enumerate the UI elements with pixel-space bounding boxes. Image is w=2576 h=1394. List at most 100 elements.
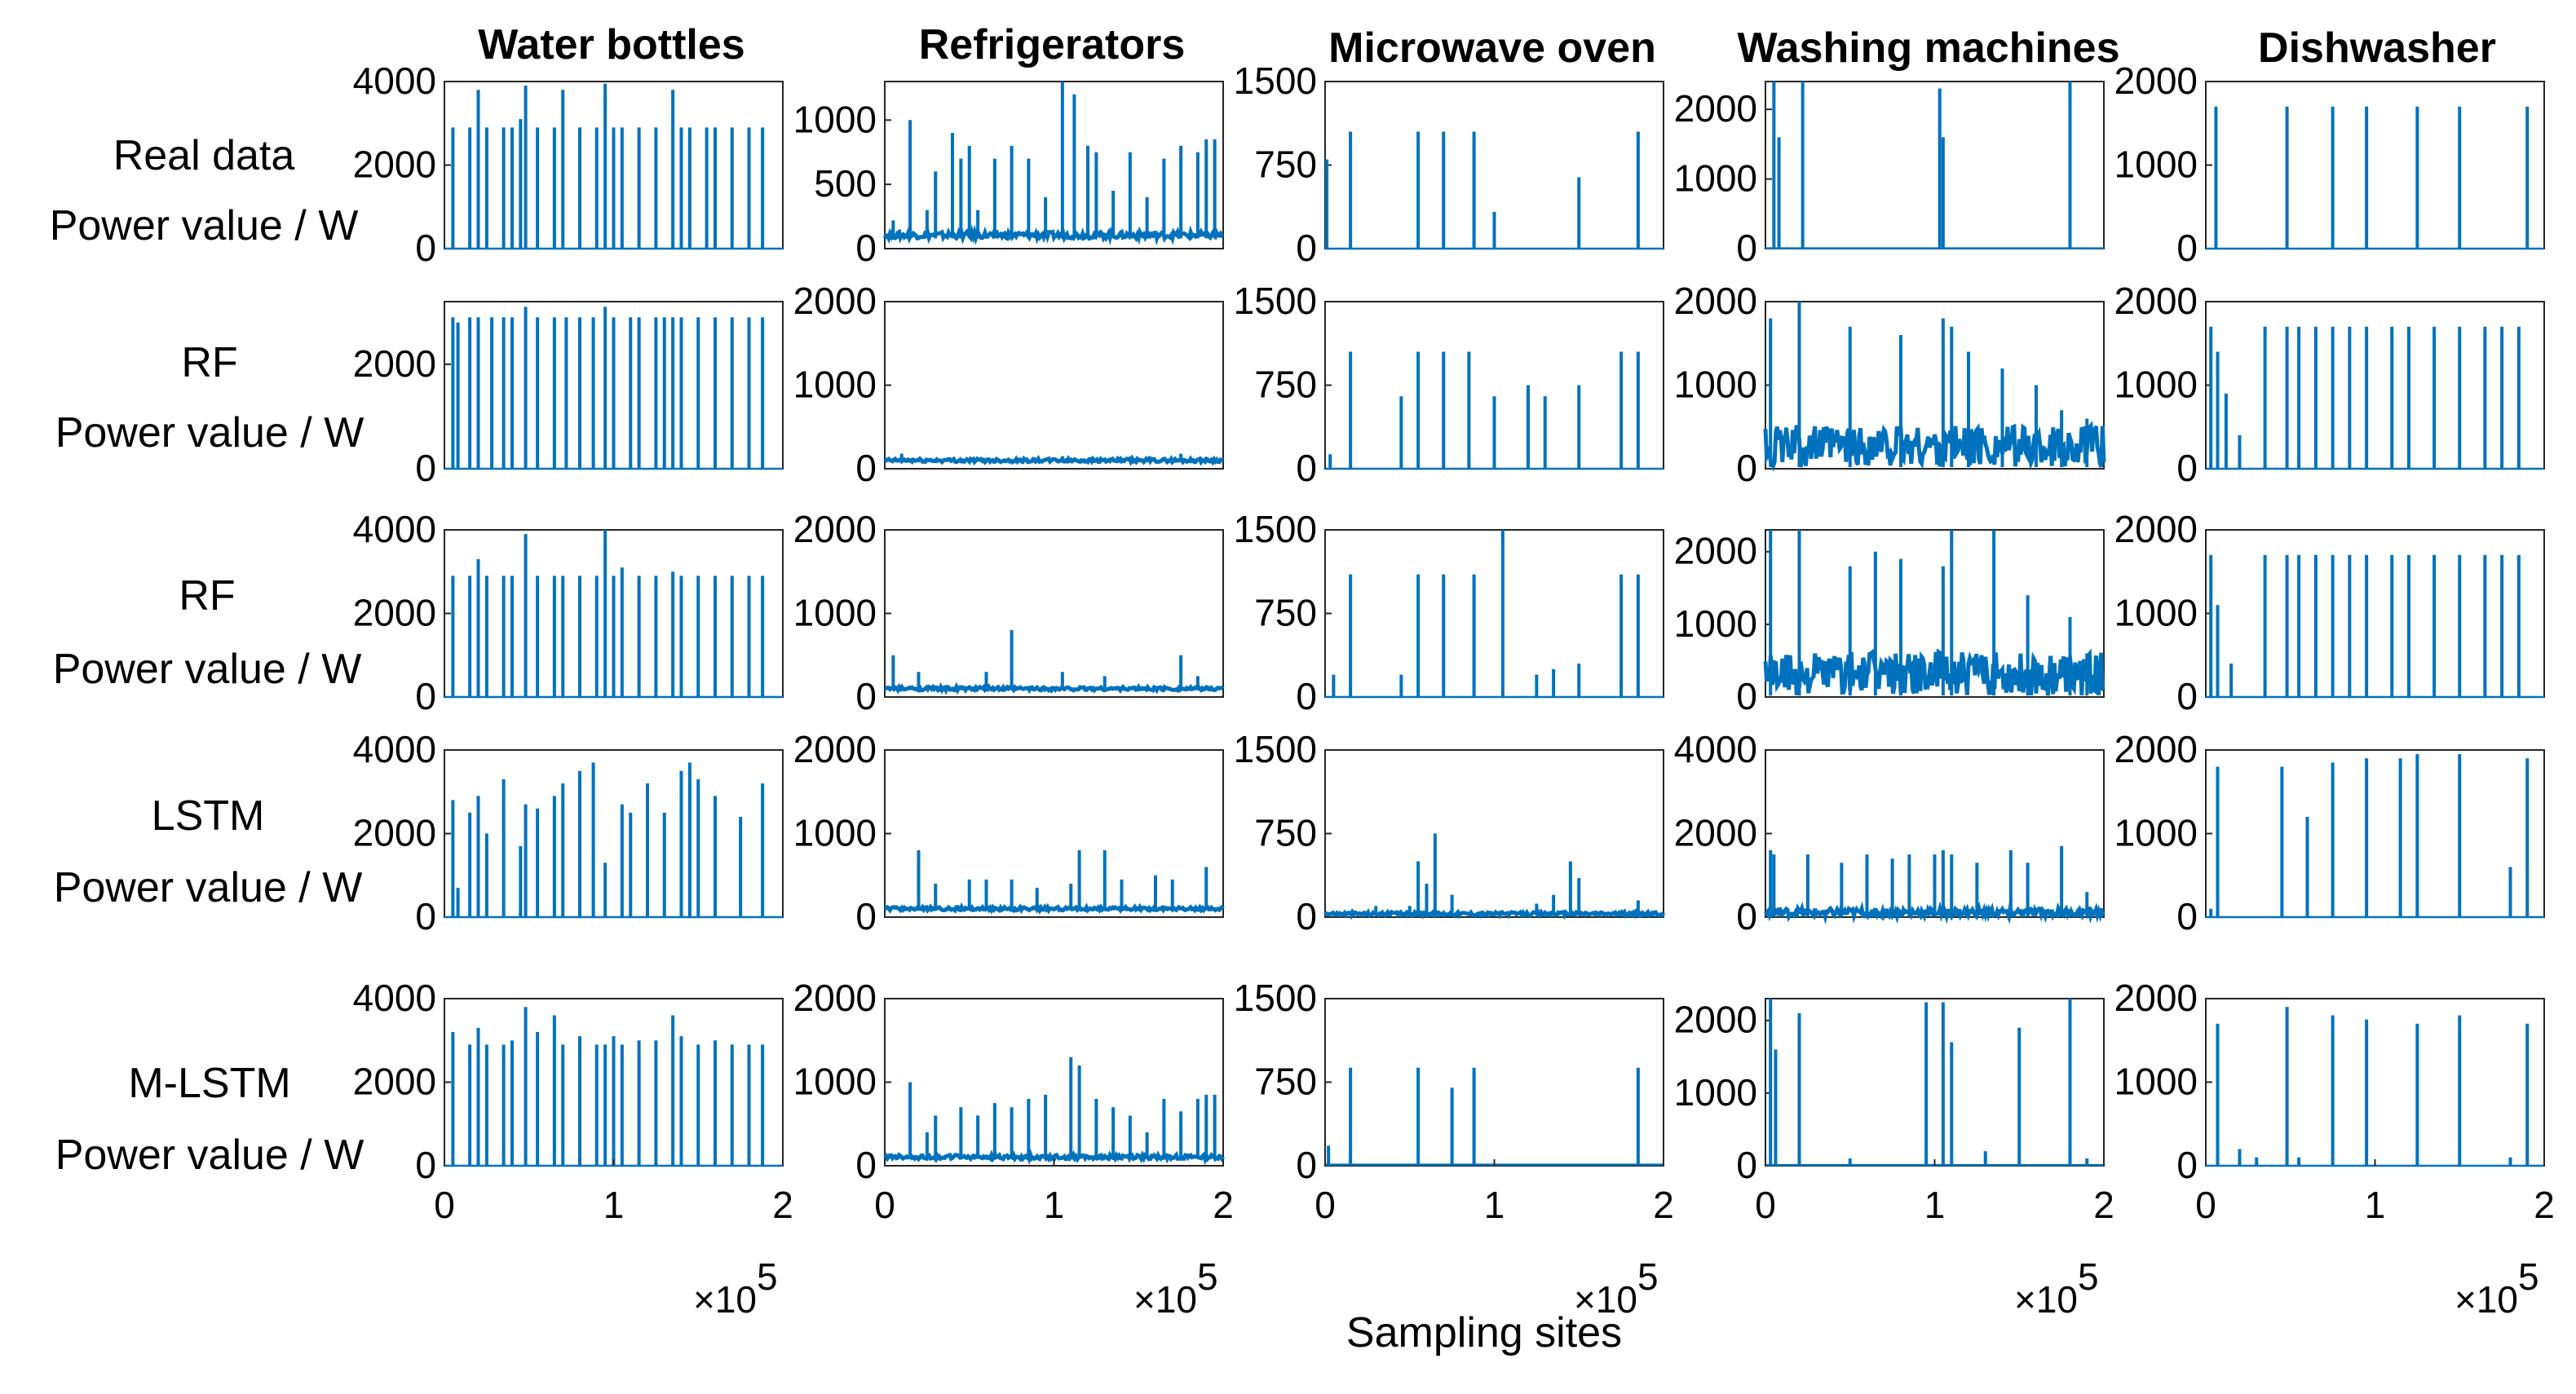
- panel-r0-c2: 1500 750 0: [1234, 60, 1664, 269]
- panel-r0-c1: 1000 500 0: [793, 81, 1224, 269]
- x-tick-label: 1: [1484, 1184, 1505, 1226]
- panel-r3-c3: 4000 2000 0: [1674, 728, 2105, 937]
- y-tick-label: 0: [415, 675, 436, 717]
- panel-r4-c0: 4000 2000 00 1 2: [353, 977, 793, 1226]
- y-tick-label: 1000: [2114, 1061, 2198, 1103]
- panel-r4-c1: 2000 1000 00 1 2: [793, 977, 1234, 1226]
- panel-frame: [2205, 749, 2545, 918]
- panel-r1-c3: 2000 1000 0: [1674, 280, 2106, 489]
- y-tick-label: 1500: [1234, 508, 1317, 550]
- y-tick-label: 4000: [1674, 728, 1757, 770]
- panel-frame: [444, 749, 784, 918]
- y-tick-label: 2000: [2114, 60, 2198, 102]
- x-multiplier-exponent: 5: [1637, 1255, 1659, 1298]
- x-tick-label: 0: [2195, 1184, 2216, 1226]
- y-tick-label: 4000: [353, 60, 436, 102]
- panel-r1-c4: 2000 1000 0: [2114, 280, 2545, 489]
- y-tick-label: 4000: [353, 508, 436, 550]
- y-tick-label: 2000: [2114, 728, 2198, 770]
- y-tick-label: 0: [1296, 895, 1317, 937]
- panel-r4-c3: 2000 1000 00 1 2: [1674, 998, 2114, 1226]
- x-axis-label: Sampling sites: [1346, 1309, 1622, 1357]
- y-tick-label: 2000: [353, 592, 436, 634]
- panel-r3-c0: 4000 2000 0: [353, 728, 784, 937]
- y-tick-label: 0: [1736, 675, 1757, 717]
- panel-r4-c4: 2000 1000 00 1 2: [2114, 977, 2555, 1226]
- y-tick-label: 2000: [353, 1061, 436, 1103]
- y-tick-label: 1000: [793, 98, 877, 140]
- y-tick-label: 0: [1296, 675, 1317, 717]
- row-label-real-data: Real data: [113, 132, 295, 179]
- row-ylabel-real-data: Power value / W: [50, 202, 359, 249]
- x-multiplier-exponent: 5: [2078, 1255, 2099, 1298]
- panel-frame: [884, 529, 1224, 698]
- y-tick-label: 2000: [353, 812, 436, 854]
- y-tick-label: 1000: [2114, 143, 2198, 186]
- panel-r2-c1: 2000 1000 0: [793, 508, 1225, 717]
- y-tick-label: 2000: [353, 143, 436, 186]
- y-tick-label: 0: [415, 1144, 436, 1186]
- y-tick-label: 0: [1296, 1144, 1317, 1186]
- panel-r2-c2: 1500 750 0: [1234, 508, 1664, 717]
- y-tick-label: 0: [2176, 895, 2198, 937]
- y-tick-label: 0: [1736, 227, 1757, 269]
- y-tick-label: 750: [1254, 364, 1317, 406]
- y-tick-label: 0: [855, 675, 877, 717]
- panel-frame: [1324, 529, 1664, 698]
- y-tick-label: 0: [1736, 1144, 1757, 1186]
- panel-r4-c2: 1500 750 00 1 2: [1234, 977, 1674, 1226]
- y-tick-label: 0: [415, 447, 436, 489]
- panel-frame: [1324, 749, 1664, 918]
- series-baseline: [884, 682, 1225, 695]
- y-tick-label: 0: [2176, 675, 2198, 717]
- x-multiplier: ×10: [2454, 1278, 2518, 1321]
- y-tick-label: 0: [855, 895, 877, 937]
- x-tick-label: 0: [874, 1184, 895, 1226]
- x-multiplier-exponent: 5: [2518, 1255, 2539, 1298]
- y-tick-label: 1500: [1234, 977, 1317, 1019]
- panel-r0-c4: 2000 1000 0: [2114, 60, 2545, 269]
- column-title-microwave-oven: Microwave oven: [1328, 24, 1656, 72]
- panel-r3-c4: 2000 1000 0: [2114, 728, 2545, 937]
- series-baseline: [883, 1149, 1226, 1166]
- y-tick-label: 1000: [1674, 1071, 1757, 1114]
- x-tick-label: 1: [1044, 1184, 1065, 1226]
- panel-grid: 4000200001000500015007500200010000200010…: [353, 60, 2555, 1226]
- x-tick-label: 2: [772, 1184, 793, 1226]
- y-tick-label: 2000: [1674, 87, 1757, 130]
- x-multiplier: ×10: [1574, 1278, 1637, 1321]
- y-tick-label: 2000: [793, 280, 877, 322]
- x-tick-label: 1: [1924, 1184, 1946, 1226]
- panel-frame: [1765, 81, 2105, 249]
- y-tick-label: 2000: [1674, 280, 1757, 322]
- panel-frame: [2205, 998, 2545, 1167]
- column-titles: Water bottles Refrigerators Microwave ov…: [478, 21, 2496, 72]
- y-tick-label: 4000: [353, 728, 436, 770]
- panel-frame: [884, 81, 1224, 249]
- x-multiplier-exponent: 5: [1197, 1255, 1218, 1298]
- column-title-refrigerators: Refrigerators: [919, 21, 1186, 68]
- x-tick-label: 2: [2093, 1184, 2114, 1226]
- y-tick-label: 1000: [793, 592, 877, 634]
- panel-frame: [884, 998, 1224, 1167]
- y-tick-label: 750: [1254, 592, 1317, 634]
- row-ylabel-m-lstm: Power value / W: [55, 1132, 365, 1179]
- y-tick-label: 2000: [793, 728, 877, 770]
- column-title-water-bottles: Water bottles: [478, 21, 745, 68]
- panel-r2-c0: 4000 2000 0: [353, 508, 784, 717]
- y-tick-label: 2000: [1674, 999, 1757, 1041]
- panel-r1-c1: 2000 1000 0: [793, 280, 1224, 489]
- panel-r2-c3: 2000 1000 0: [1674, 529, 2105, 717]
- y-tick-label: 0: [2176, 227, 2198, 269]
- y-tick-label: 2000: [793, 508, 877, 550]
- y-tick-label: 0: [2176, 447, 2198, 489]
- y-tick-label: 1000: [2114, 812, 2198, 854]
- series-baseline: [1763, 648, 2105, 696]
- series-baseline: [884, 902, 1225, 915]
- panel-r3-c1: 2000 1000 0: [793, 728, 1225, 937]
- y-tick-label: 750: [1254, 812, 1317, 854]
- panel-r1-c0: 2000 0: [353, 301, 784, 489]
- x-multiplier: ×10: [2014, 1278, 2078, 1321]
- y-tick-label: 0: [2176, 1144, 2198, 1186]
